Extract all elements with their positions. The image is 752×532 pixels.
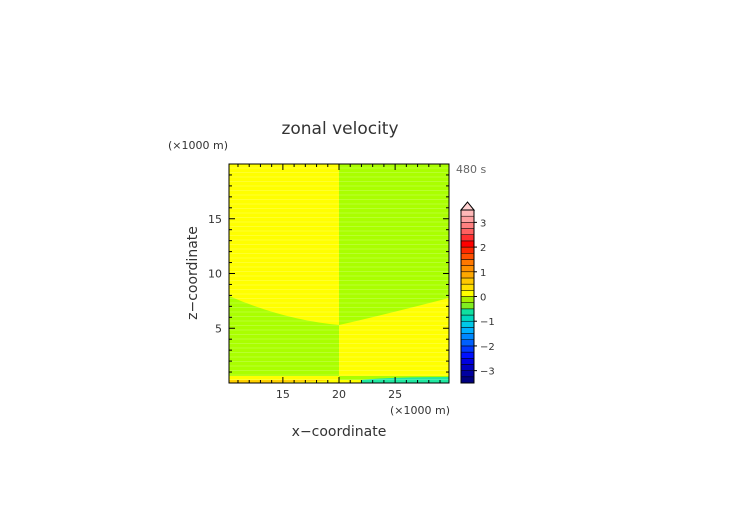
field-region-upper-right	[339, 164, 449, 325]
colorbar-segment	[460, 209, 475, 217]
x-axis: 15 20 25	[237, 164, 441, 401]
y-axis: 5 10 15	[208, 174, 449, 373]
colorbar-segment	[460, 351, 475, 359]
colorbar-segment	[460, 314, 475, 322]
x-tick-label: 20	[332, 388, 346, 401]
colorbar-segment	[460, 370, 475, 378]
colorbar-tick-label: 3	[480, 218, 486, 229]
colorbar-tick-label: −1	[480, 317, 495, 328]
colorbar: 3 2 1 0 −1 −2 −3	[459, 201, 495, 384]
colorbar-segment	[460, 283, 475, 291]
colorbar-segment	[460, 296, 475, 303]
colorbar-segment	[460, 320, 475, 328]
colorbar-tick-label: −2	[480, 342, 495, 353]
time-label: 480 s	[456, 163, 486, 176]
colorbar-segment	[460, 376, 475, 384]
field-bottom-band-pos	[229, 380, 329, 383]
colorbar-segment	[460, 333, 475, 341]
field-bottom-band-neg	[361, 377, 449, 383]
colorbar-segment	[460, 222, 475, 229]
colorbar-segment	[460, 302, 475, 310]
colorbar-tick-label: 0	[480, 293, 486, 304]
colorbar-segment	[460, 271, 475, 279]
x-tick-label: 25	[388, 388, 402, 401]
colorbar-segment	[460, 228, 475, 235]
colorbar-segment	[460, 290, 475, 297]
colorbar-segment	[460, 240, 475, 248]
colorbar-segment	[460, 234, 475, 242]
colorbar-segment	[460, 246, 475, 254]
colorbar-segment	[460, 277, 475, 285]
y-tick-label: 15	[208, 213, 222, 226]
colorbar-tick-label: −3	[480, 367, 495, 378]
colorbar-segment	[460, 308, 475, 316]
colorbar-segment	[460, 364, 475, 371]
colorbar-segment	[460, 265, 475, 273]
y-unit-label: (×1000 m)	[168, 139, 228, 152]
plot-area	[229, 164, 449, 383]
x-axis-label: x−coordinate	[292, 424, 387, 440]
field-region-lower-left	[229, 296, 339, 376]
y-axis-label: z−coordinate	[185, 226, 201, 320]
colorbar-tick-label: 1	[480, 268, 486, 279]
chart-title: zonal velocity	[281, 119, 398, 139]
colorbar-segment	[460, 327, 475, 334]
colorbar-segment	[460, 358, 475, 365]
colorbar-segment	[460, 259, 475, 266]
x-tick-label: 15	[276, 388, 290, 401]
colorbar-segment	[460, 253, 475, 260]
colorbar-tick-label: 2	[480, 243, 486, 254]
colorbar-segment	[460, 345, 475, 353]
x-unit-label: (×1000 m)	[390, 404, 450, 417]
colorbar-extend-arrow	[459, 201, 476, 211]
colorbar-segment	[460, 215, 475, 223]
colorbar-segment	[460, 339, 475, 347]
y-tick-label: 10	[208, 268, 222, 281]
y-tick-label: 5	[215, 322, 222, 335]
